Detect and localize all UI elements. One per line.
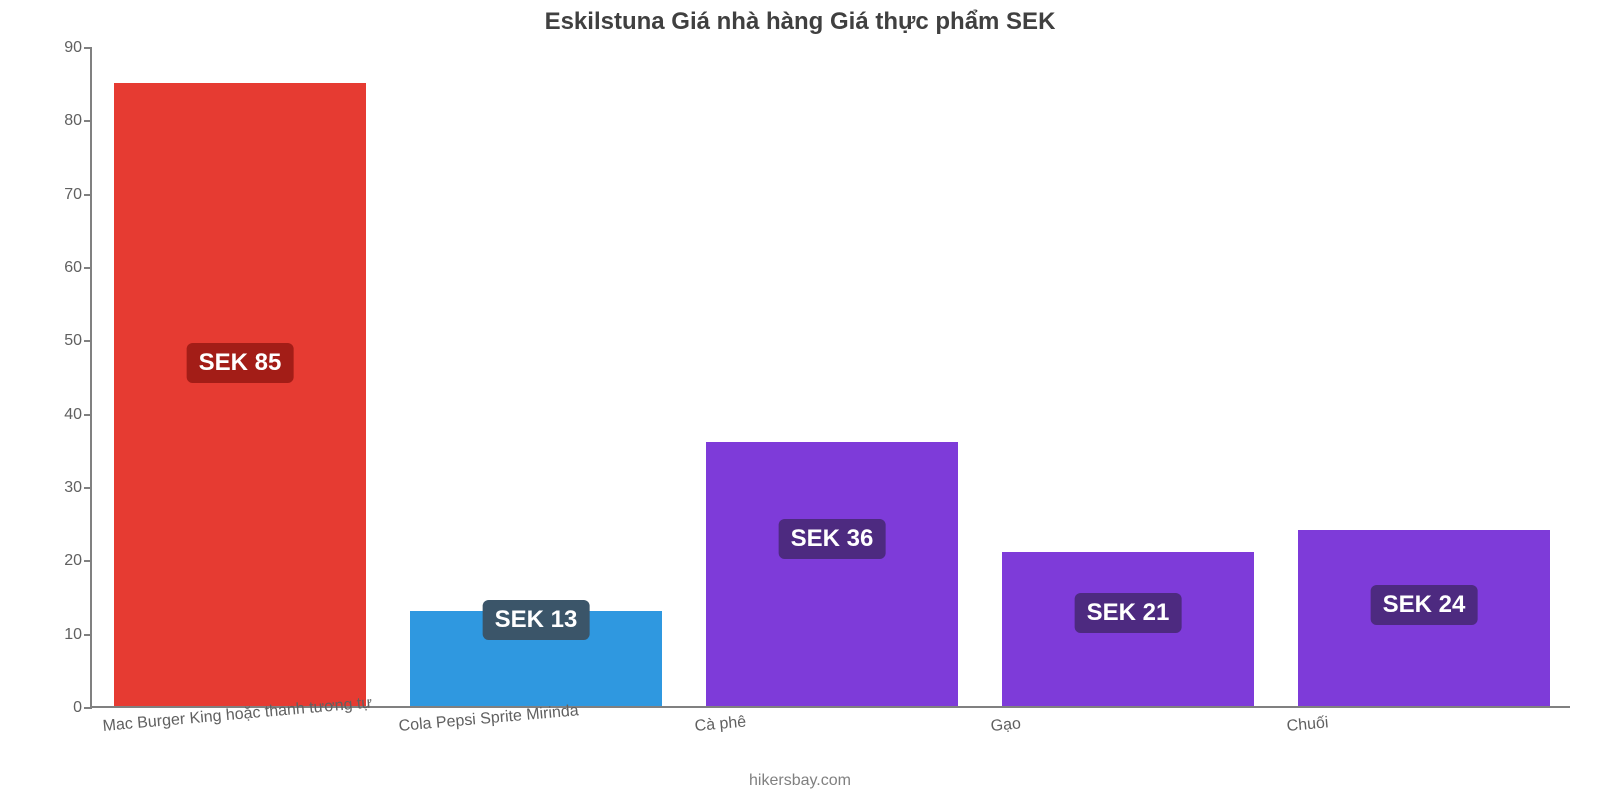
- x-category-label: Gạo: [990, 715, 1022, 736]
- value-badge: SEK 85: [187, 343, 294, 383]
- x-category-label: Cola Pepsi Sprite Mirinda: [398, 702, 579, 736]
- y-tick-mark: [84, 267, 92, 269]
- price-bar-chart: Eskilstuna Giá nhà hàng Giá thực phẩm SE…: [0, 0, 1600, 800]
- attribution-text: hikersbay.com: [0, 772, 1600, 790]
- y-tick-mark: [84, 194, 92, 196]
- bar: [706, 442, 958, 706]
- y-tick-label: 20: [42, 552, 82, 570]
- y-tick-label: 10: [42, 626, 82, 644]
- y-tick-mark: [84, 340, 92, 342]
- x-category-label: Chuối: [1286, 714, 1329, 736]
- y-tick-label: 60: [42, 259, 82, 277]
- y-tick-label: 80: [42, 112, 82, 130]
- y-tick-mark: [84, 560, 92, 562]
- y-tick-label: 40: [42, 406, 82, 424]
- x-category-label: Cà phê: [694, 714, 747, 736]
- y-tick-mark: [84, 487, 92, 489]
- value-badge: SEK 24: [1371, 585, 1478, 625]
- value-badge: SEK 36: [779, 519, 886, 559]
- value-badge: SEK 13: [483, 600, 590, 640]
- y-tick-label: 0: [42, 699, 82, 717]
- y-tick-label: 70: [42, 186, 82, 204]
- bar: [114, 83, 366, 706]
- plot-area: 0102030405060708090SEK 85Mac Burger King…: [90, 48, 1570, 708]
- y-tick-mark: [84, 47, 92, 49]
- y-tick-label: 50: [42, 332, 82, 350]
- y-tick-label: 90: [42, 39, 82, 57]
- y-tick-mark: [84, 120, 92, 122]
- y-tick-mark: [84, 707, 92, 709]
- chart-title: Eskilstuna Giá nhà hàng Giá thực phẩm SE…: [0, 8, 1600, 36]
- y-tick-mark: [84, 414, 92, 416]
- value-badge: SEK 21: [1075, 593, 1182, 633]
- y-tick-label: 30: [42, 479, 82, 497]
- y-tick-mark: [84, 634, 92, 636]
